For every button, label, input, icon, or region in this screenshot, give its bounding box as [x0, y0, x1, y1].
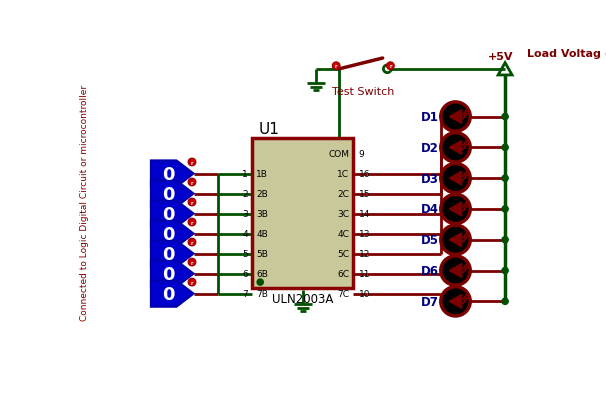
Text: 7C: 7C	[338, 290, 349, 298]
Text: D5: D5	[421, 234, 439, 247]
Circle shape	[502, 268, 508, 274]
Text: 15: 15	[359, 190, 370, 198]
Circle shape	[441, 103, 470, 132]
Polygon shape	[449, 203, 462, 216]
Text: 5C: 5C	[338, 249, 349, 259]
Text: 14: 14	[359, 210, 370, 219]
Text: 7: 7	[242, 290, 248, 298]
Text: D4: D4	[421, 203, 439, 216]
Polygon shape	[449, 110, 462, 124]
Text: 2: 2	[242, 190, 248, 198]
Text: r: r	[335, 64, 338, 69]
Text: 1B: 1B	[256, 170, 268, 178]
Polygon shape	[151, 161, 193, 187]
Text: 0: 0	[162, 205, 175, 223]
Circle shape	[502, 114, 508, 120]
Circle shape	[188, 259, 196, 266]
Text: 6C: 6C	[338, 269, 349, 278]
Circle shape	[441, 164, 470, 193]
Polygon shape	[151, 221, 193, 247]
Circle shape	[502, 237, 508, 243]
Text: 5: 5	[242, 249, 248, 259]
Polygon shape	[151, 181, 193, 207]
Text: 4C: 4C	[338, 229, 349, 239]
Text: D1: D1	[421, 111, 439, 124]
Text: r: r	[191, 260, 193, 265]
Polygon shape	[151, 241, 193, 267]
Text: D6: D6	[421, 264, 439, 277]
Circle shape	[332, 63, 340, 71]
Circle shape	[188, 219, 196, 226]
Text: 16: 16	[359, 170, 370, 178]
Text: 0: 0	[162, 245, 175, 263]
Text: U1: U1	[259, 122, 279, 137]
Circle shape	[441, 225, 470, 255]
Polygon shape	[151, 281, 193, 307]
Text: r: r	[191, 240, 193, 245]
Text: 0: 0	[162, 265, 175, 283]
Text: Connected to Logic Digital Circuit or microcontroller: Connected to Logic Digital Circuit or mi…	[80, 85, 88, 320]
Text: 2C: 2C	[338, 190, 349, 198]
Text: Test Switch: Test Switch	[332, 87, 395, 97]
Text: D2: D2	[421, 142, 439, 154]
Circle shape	[387, 63, 395, 71]
Text: 0: 0	[162, 185, 175, 203]
Circle shape	[188, 239, 196, 246]
Text: ULN2003A: ULN2003A	[272, 292, 333, 305]
Text: 2B: 2B	[256, 190, 268, 198]
Text: Load Voltag (Upto 30V): Load Voltag (Upto 30V)	[527, 49, 606, 59]
Circle shape	[441, 287, 470, 316]
Text: 5B: 5B	[256, 249, 268, 259]
Text: 4B: 4B	[256, 229, 268, 239]
Text: D7: D7	[421, 295, 439, 308]
Text: 13: 13	[359, 229, 370, 239]
Polygon shape	[449, 141, 462, 155]
Circle shape	[384, 66, 391, 73]
Text: 0: 0	[162, 285, 175, 303]
Text: r: r	[389, 64, 391, 69]
Text: 3C: 3C	[338, 210, 349, 219]
Circle shape	[188, 159, 196, 166]
Circle shape	[188, 198, 196, 207]
Circle shape	[441, 134, 470, 162]
Circle shape	[502, 145, 508, 151]
Text: 0: 0	[162, 165, 175, 183]
Bar	[253, 139, 353, 289]
Circle shape	[188, 279, 196, 286]
Text: 6: 6	[242, 269, 248, 278]
Text: COM: COM	[328, 150, 349, 159]
Text: 6B: 6B	[256, 269, 268, 278]
Polygon shape	[151, 201, 193, 227]
Text: 3: 3	[242, 210, 248, 219]
Text: 11: 11	[359, 269, 370, 278]
Text: 4: 4	[242, 229, 248, 239]
Polygon shape	[449, 295, 462, 308]
Text: 10: 10	[359, 290, 370, 298]
Text: 12: 12	[359, 249, 370, 259]
Circle shape	[502, 176, 508, 182]
Text: r: r	[191, 220, 193, 225]
Circle shape	[441, 195, 470, 224]
Circle shape	[502, 298, 508, 305]
Text: r: r	[191, 160, 193, 165]
Text: 1C: 1C	[338, 170, 349, 178]
Text: r: r	[191, 200, 193, 205]
Text: 3B: 3B	[256, 210, 268, 219]
Polygon shape	[449, 172, 462, 186]
Circle shape	[502, 207, 508, 213]
Text: +5V: +5V	[488, 52, 513, 62]
Circle shape	[188, 179, 196, 186]
Polygon shape	[449, 233, 462, 247]
Text: 7B: 7B	[256, 290, 268, 298]
Circle shape	[257, 279, 263, 286]
Text: r: r	[191, 280, 193, 285]
Text: 0: 0	[162, 225, 175, 243]
Text: 1: 1	[242, 170, 248, 178]
Text: 9: 9	[359, 150, 364, 159]
Circle shape	[441, 256, 470, 286]
Text: r: r	[191, 180, 193, 185]
Text: D3: D3	[421, 172, 439, 185]
Polygon shape	[449, 264, 462, 278]
Polygon shape	[151, 261, 193, 287]
